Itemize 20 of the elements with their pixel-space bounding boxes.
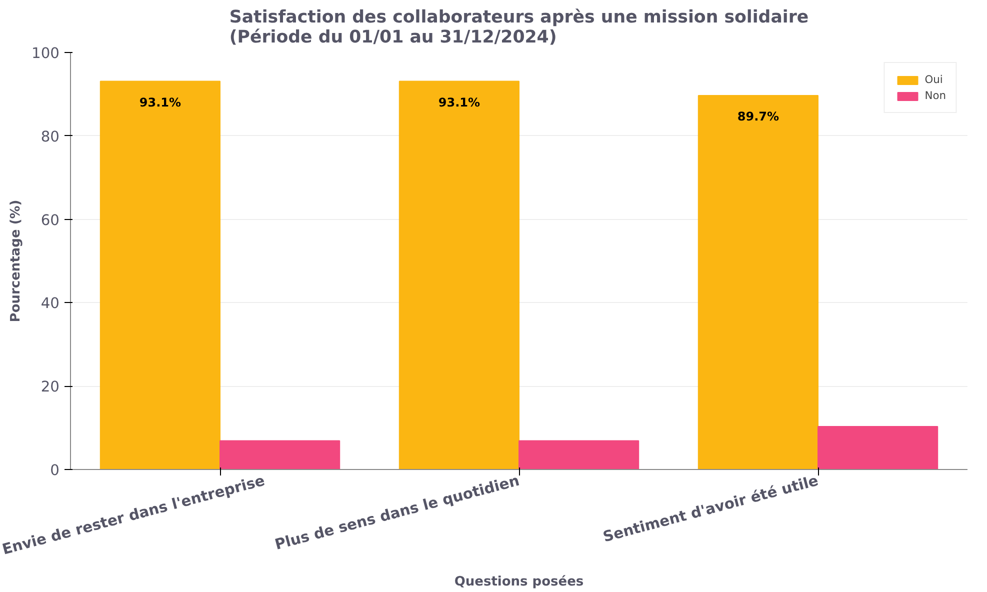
bar	[220, 440, 340, 470]
y-axis-title: Pourcentage (%)	[8, 200, 24, 322]
legend-label: Non	[924, 89, 946, 102]
data-label: 93.1%	[139, 95, 182, 110]
bar	[398, 80, 520, 470]
y-tick-label: 20	[40, 378, 60, 396]
x-axis-title: Questions posées	[454, 574, 584, 590]
y-tick-label: 40	[40, 295, 60, 312]
y-tick-label: 80	[40, 128, 60, 146]
data-label: 93.1%	[438, 95, 480, 110]
y-tick-label: 100	[32, 45, 60, 62]
bar	[100, 80, 220, 470]
bar	[518, 440, 640, 470]
data-label: 89.7%	[737, 109, 780, 124]
y-tick-label: 60	[40, 212, 60, 229]
y-tick-label: 0	[50, 462, 60, 479]
legend-label: Oui	[924, 73, 944, 86]
bar	[698, 94, 818, 470]
bar	[818, 426, 938, 470]
chart-title: Satisfaction des collaborateurs après une mission solidaire (Période du 01/01 au 31/12/2024)	[229, 8, 809, 48]
